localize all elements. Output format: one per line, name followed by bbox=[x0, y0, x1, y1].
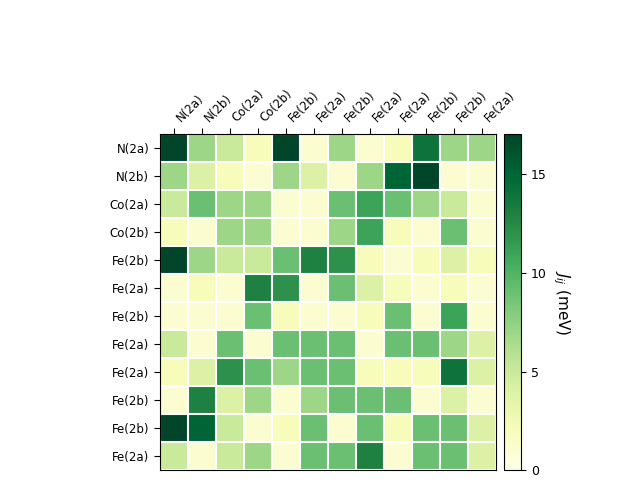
Y-axis label: $J_{ij}$ (meV): $J_{ij}$ (meV) bbox=[551, 270, 572, 335]
